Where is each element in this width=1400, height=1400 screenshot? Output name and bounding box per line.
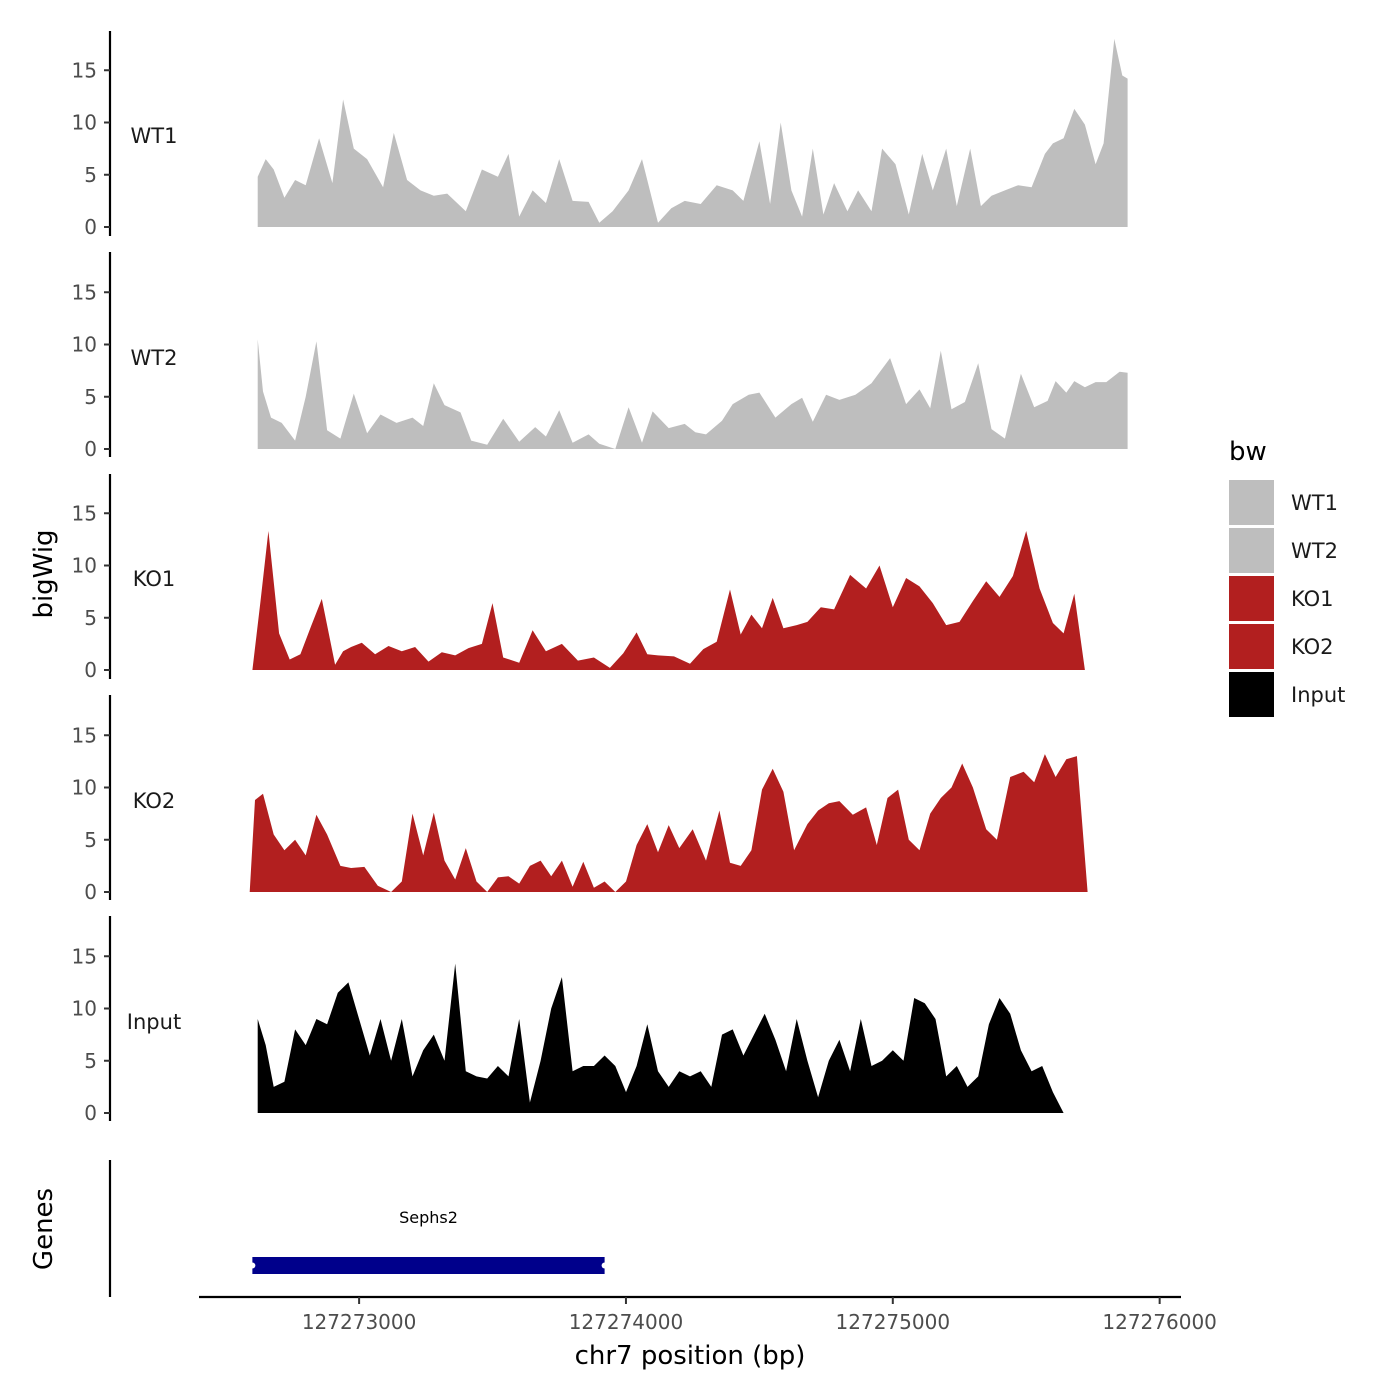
genes-panel: Sephs2 [108,1160,608,1297]
track-label: KO2 [133,789,176,813]
y-tick-label: 10 [72,554,97,578]
signal-area-ko1 [252,531,1128,670]
y-tick-label: 5 [84,828,97,852]
legend-title: bw [1229,437,1267,467]
y-tick-label: 0 [84,215,97,239]
y-tick-label: 5 [84,385,97,409]
y-axis-title: bigWig [29,529,59,618]
y-tick-label: 0 [84,1101,97,1125]
y-tick-label: 10 [72,776,97,800]
x-tick-label: 127274000 [569,1310,684,1334]
y-tick-label: 15 [72,944,97,968]
genes-axis-title: Genes [29,1188,59,1270]
track-wt2: 0 5 10 15 WT2 [72,252,1128,461]
legend-swatch [1229,672,1274,717]
x-axis-title: chr7 position (bp) [575,1341,806,1371]
y-tick-label: 15 [72,501,97,525]
y-tick-label: 10 [72,333,97,357]
x-tick-label: 127276000 [1102,1310,1217,1334]
signal-area-input [257,963,1125,1113]
y-tick-label: 5 [84,163,97,187]
track-wt1: 0 5 10 15 WT1 [72,31,1128,239]
gene-start-marker [249,1262,256,1269]
track-input: 0 5 10 15 Input [72,916,1125,1125]
legend: bw WT1 WT2 KO1 KO2 Input [1229,437,1345,717]
y-tick-label: 10 [72,997,97,1021]
gene-end-marker [601,1262,608,1269]
x-tick-label: 127275000 [836,1310,951,1334]
legend-label: KO1 [1291,587,1334,611]
legend-swatch [1229,576,1274,621]
signal-tracks: 0 5 10 15 WT1 0 5 10 15 WT2 0 5 10 15 KO1 0 5 10 15 KO2 0 5 10… [72,31,1128,1125]
track-label: WT2 [131,346,178,370]
legend-label: KO2 [1291,635,1334,659]
y-tick-label: 15 [72,280,97,304]
gene-label: Sephs2 [399,1208,458,1227]
legend-label: Input [1291,683,1345,707]
y-tick-label: 0 [84,437,97,461]
legend-item-ko1: KO1 [1229,576,1334,621]
signal-area-ko2 [249,754,1128,892]
y-tick-label: 0 [84,880,97,904]
legend-swatch [1229,480,1274,525]
track-label: Input [127,1010,181,1034]
y-tick-label: 10 [72,111,97,135]
x-axis: 127273000 127274000 127275000 127276000 [199,1295,1217,1334]
signal-area-wt2 [257,339,1128,449]
track-label: KO1 [133,567,176,591]
legend-item-ko2: KO2 [1229,624,1334,669]
track-ko2: 0 5 10 15 KO2 [72,695,1128,904]
track-label: WT1 [131,124,178,148]
signal-area-wt1 [257,38,1128,228]
legend-swatch [1229,528,1274,573]
legend-item-wt1: WT1 [1229,480,1338,525]
y-tick-label: 0 [84,658,97,682]
legend-item-wt2: WT2 [1229,528,1338,573]
y-tick-label: 5 [84,1049,97,1073]
y-tick-label: 5 [84,606,97,630]
y-tick-label: 15 [72,723,97,747]
legend-label: WT2 [1291,539,1338,563]
legend-label: WT1 [1291,491,1338,515]
gene-body [252,1257,605,1274]
legend-swatch [1229,624,1274,669]
x-tick-label: 127273000 [302,1310,417,1334]
track-ko1: 0 5 10 15 KO1 [72,474,1128,682]
legend-item-input: Input [1229,672,1345,717]
y-tick-label: 15 [72,58,97,82]
